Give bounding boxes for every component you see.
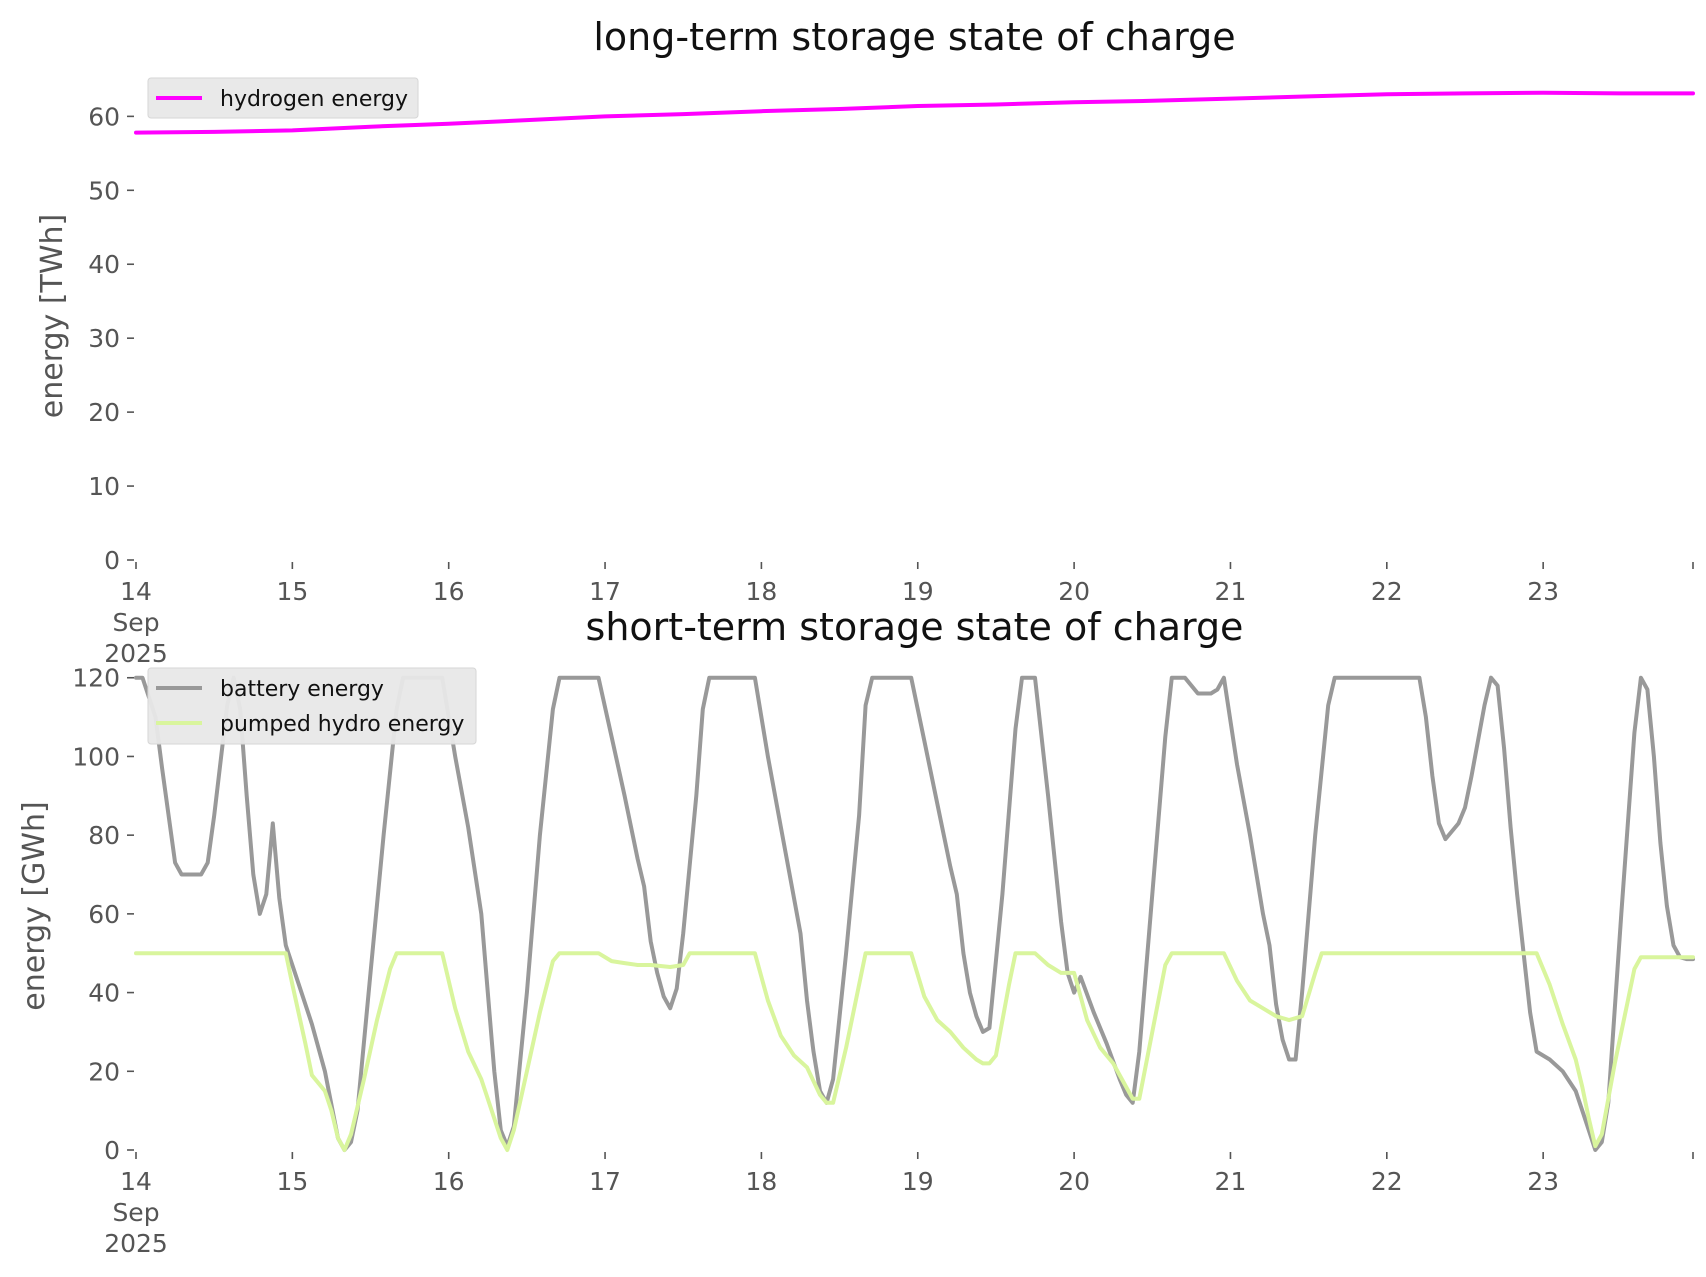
y-tick-label: 40: [88, 250, 120, 279]
x-tick-label: 16: [433, 1167, 465, 1196]
x-tick-label: 19: [902, 1167, 934, 1196]
x-axis: 14 Sep 2025 15 16 17 18 19 20 21 22 23: [104, 1152, 1694, 1258]
plot-lines: [134, 90, 1695, 135]
legend-label: battery energy: [220, 677, 384, 702]
y-tick-label: 0: [104, 1136, 120, 1165]
y-axis-label: energy [GWh]: [17, 801, 52, 1010]
plot-lines: [134, 675, 1695, 1152]
x-tick-label: 17: [589, 1167, 621, 1196]
x-tick-label: 20: [1058, 1167, 1090, 1196]
y-tick-label: 30: [88, 324, 120, 353]
x-tick-label: 16: [433, 577, 465, 606]
y-axis: 0 10 20 30 40 50 60: [88, 102, 134, 575]
x-tick-label: 23: [1527, 577, 1559, 606]
x-tick-label: 20: [1058, 577, 1090, 606]
x-tick-label: 19: [902, 577, 934, 606]
legend-label: pumped hydro energy: [220, 712, 464, 737]
y-tick-label: 60: [88, 900, 120, 929]
battery-energy-line: [134, 675, 1695, 1152]
y-axis: 0 20 40 60 80 100 120: [72, 664, 134, 1165]
y-tick-label: 50: [88, 176, 120, 205]
x-tick-label: 17: [589, 577, 621, 606]
y-tick-label: 20: [88, 398, 120, 427]
x-tick-label: 14 Sep 2025: [104, 577, 168, 668]
pumped-hydro-energy-line: [134, 951, 1695, 1152]
y-tick-label: 120: [72, 664, 120, 693]
y-axis-label: energy [TWh]: [35, 214, 70, 418]
chart-title: long-term storage state of charge: [593, 15, 1235, 59]
x-tick-label: 22: [1371, 1167, 1403, 1196]
x-tick-label: 18: [745, 1167, 777, 1196]
y-tick-label: 100: [72, 742, 120, 771]
x-tick-label: 15: [276, 577, 308, 606]
x-tick-label: 18: [745, 577, 777, 606]
x-axis: 14 Sep 2025 15 16 17 18 19 20 21 22 23: [104, 562, 1694, 668]
hydrogen-energy-line: [134, 90, 1695, 135]
x-tick-label: 15: [276, 1167, 308, 1196]
x-tick-label: 21: [1215, 1167, 1247, 1196]
y-tick-label: 40: [88, 979, 120, 1008]
x-tick-label: 23: [1527, 1167, 1559, 1196]
short-term-storage-panel: short-term storage state of charge energ…: [17, 605, 1695, 1258]
legend: hydrogen energy: [147, 77, 419, 119]
y-tick-label: 20: [88, 1057, 120, 1086]
y-tick-label: 0: [104, 546, 120, 575]
legend-label: hydrogen energy: [220, 87, 408, 112]
y-tick-label: 60: [88, 102, 120, 131]
legend: battery energy pumped hydro energy: [147, 667, 477, 745]
y-tick-label: 10: [88, 472, 120, 501]
x-tick-label: 14 Sep 2025: [104, 1167, 168, 1258]
chart-title: short-term storage state of charge: [586, 605, 1244, 649]
x-tick-label: 21: [1215, 577, 1247, 606]
x-tick-label: 22: [1371, 577, 1403, 606]
y-tick-label: 80: [88, 821, 120, 850]
long-term-storage-panel: long-term storage state of charge energy…: [35, 15, 1695, 668]
legend-box: [147, 667, 477, 745]
legend-box: [147, 77, 419, 119]
